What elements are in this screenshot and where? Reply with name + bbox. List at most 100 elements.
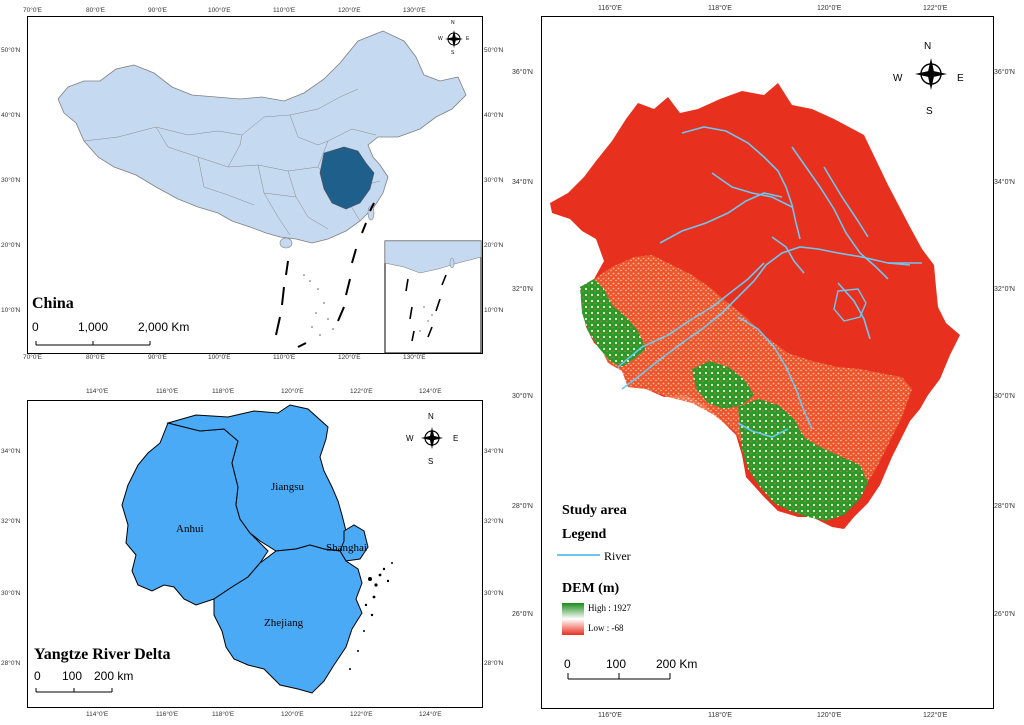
dem-green-mid	[692, 361, 754, 409]
study-bot-lon-3: 122°0'E	[923, 712, 948, 719]
yrd-left-lat-0: 34°0'N	[1, 448, 21, 455]
study-bot-lon-2: 120°0'E	[817, 712, 842, 719]
china-mainland	[57, 30, 467, 244]
yrd-bot-lon-3: 120°0'E	[281, 711, 304, 718]
china-map-svg	[35, 30, 482, 353]
compass-s: S	[428, 457, 434, 466]
yrd-province-anhui: Anhui	[176, 523, 204, 535]
yrd-map-panel: N S W E Anhui Jiangsu Shanghai Zhejiang …	[27, 400, 483, 708]
yrd-province-jiangsu: Jiangsu	[271, 481, 304, 493]
compass-s: S	[926, 106, 933, 117]
yrd-left-lat-1: 32°0'N	[1, 518, 21, 525]
legend-dem-high: High : 1927	[588, 603, 632, 613]
china-top-lon-5: 120°0'E	[338, 7, 361, 14]
yrd-bot-lon-0: 114°0'E	[86, 711, 109, 718]
study-top-lon-0: 116°0'E	[598, 5, 622, 12]
hainan	[279, 237, 293, 249]
scale-label-1: 100	[62, 669, 83, 683]
yrd-title: Yangtze River Delta	[34, 646, 171, 663]
china-left-lat-3: 20°0'N	[1, 242, 21, 249]
yrd-right-lat-0: 34°0'N	[484, 448, 504, 455]
china-left-lat-1: 40°0'N	[1, 112, 21, 119]
china-top-lon-1: 80°0'E	[86, 7, 106, 14]
china-top-lon-6: 130°0'E	[403, 7, 426, 14]
zhoushan-islands	[349, 562, 393, 670]
study-area-panel: N S W E Study area Legend River DEM (m) …	[541, 16, 994, 709]
south-china-sea-inset	[384, 240, 482, 353]
compass-rose-icon	[915, 58, 947, 90]
china-top-lon-0: 70°0'E	[23, 7, 43, 14]
study-right-lat-2: 32°0'N	[994, 286, 1015, 293]
china-title: China	[32, 295, 74, 312]
scale-label-0: 0	[564, 657, 571, 671]
china-bot-lon-4: 110°0'E	[273, 354, 296, 361]
study-left-lat-2: 32°0'N	[512, 286, 533, 293]
compass-w: W	[893, 73, 903, 84]
yrd-top-lon-1: 116°0'E	[156, 388, 179, 395]
yrd-map-svg	[35, 404, 443, 694]
scale-bar	[35, 341, 151, 346]
study-right-lat-1: 34°0'N	[994, 179, 1015, 186]
compass-n: N	[451, 20, 455, 26]
study-area-svg	[550, 58, 960, 680]
yrd-highlight	[319, 146, 375, 210]
yrd-right-lat-1: 32°0'N	[484, 518, 504, 525]
study-top-lon-3: 122°0'E	[923, 5, 948, 12]
study-left-lat-4: 28°0'N	[512, 503, 533, 510]
yrd-top-lon-4: 122°0'E	[350, 388, 373, 395]
scale-label-0: 0	[34, 669, 41, 683]
china-right-lat-2: 30°0'N	[484, 177, 504, 184]
legend-title: Study area	[562, 503, 627, 518]
study-right-lat-0: 36°0'N	[994, 69, 1015, 76]
china-top-lon-3: 100°0'E	[208, 7, 231, 14]
china-bot-lon-6: 130°0'E	[403, 354, 426, 361]
south-sea-islands	[303, 274, 334, 336]
china-bot-lon-3: 100°0'E	[208, 354, 231, 361]
legend-river-label: River	[604, 549, 631, 563]
legend-dem-gradient	[562, 603, 584, 635]
china-bot-lon-2: 90°0'E	[148, 354, 168, 361]
yrd-right-lat-2: 30°0'N	[484, 590, 504, 597]
compass-n: N	[428, 412, 434, 421]
yrd-bot-lon-2: 118°0'E	[212, 711, 235, 718]
china-right-lat-1: 40°0'N	[484, 112, 504, 119]
study-right-lat-5: 26°0'N	[994, 611, 1015, 618]
yrd-right-lat-3: 28°0'N	[484, 660, 504, 667]
study-left-lat-3: 30°0'N	[512, 393, 533, 400]
yrd-top-lon-2: 118°0'E	[212, 388, 235, 395]
yrd-top-lon-5: 124°0'E	[419, 388, 442, 395]
compass-n: N	[924, 41, 932, 52]
compass-w: W	[406, 434, 414, 443]
scale-label-2: 2,000 Km	[138, 320, 190, 334]
yrd-top-lon-0: 114°0'E	[86, 388, 109, 395]
study-top-lon-2: 120°0'E	[817, 5, 842, 12]
scale-label-1: 100	[606, 657, 627, 671]
scale-bar	[35, 688, 113, 693]
china-bot-lon-5: 120°0'E	[338, 354, 361, 361]
taihu-lake	[833, 288, 867, 322]
china-bot-lon-1: 80°0'E	[86, 354, 106, 361]
compass-e: E	[466, 36, 470, 42]
shanghai-municipality	[339, 524, 369, 562]
study-bot-lon-0: 116°0'E	[598, 712, 622, 719]
study-right-lat-4: 28°0'N	[994, 503, 1015, 510]
compass-rose-icon	[445, 30, 463, 48]
scale-label-0: 0	[32, 320, 39, 334]
rivers	[617, 126, 922, 438]
compass-s: S	[451, 50, 455, 56]
study-left-lat-1: 34°0'N	[512, 179, 533, 186]
scale-bar	[567, 673, 671, 680]
china-right-lat-0: 50°0'N	[484, 47, 504, 54]
study-right-lat-3: 30°0'N	[994, 393, 1015, 400]
dem-green-west	[580, 279, 646, 367]
yrd-top-lon-3: 120°0'E	[281, 388, 304, 395]
scale-label-1: 1,000	[78, 320, 109, 334]
china-right-lat-3: 20°0'N	[484, 242, 504, 249]
china-bot-lon-0: 70°0'E	[23, 354, 43, 361]
study-top-lon-1: 118°0'E	[708, 5, 732, 12]
taiwan	[367, 205, 375, 221]
compass-w: W	[438, 36, 443, 42]
china-right-lat-4: 10°0'N	[484, 307, 504, 314]
yrd-left-lat-3: 28°0'N	[1, 660, 21, 667]
legend-dem-low: Low : -68	[588, 623, 624, 633]
